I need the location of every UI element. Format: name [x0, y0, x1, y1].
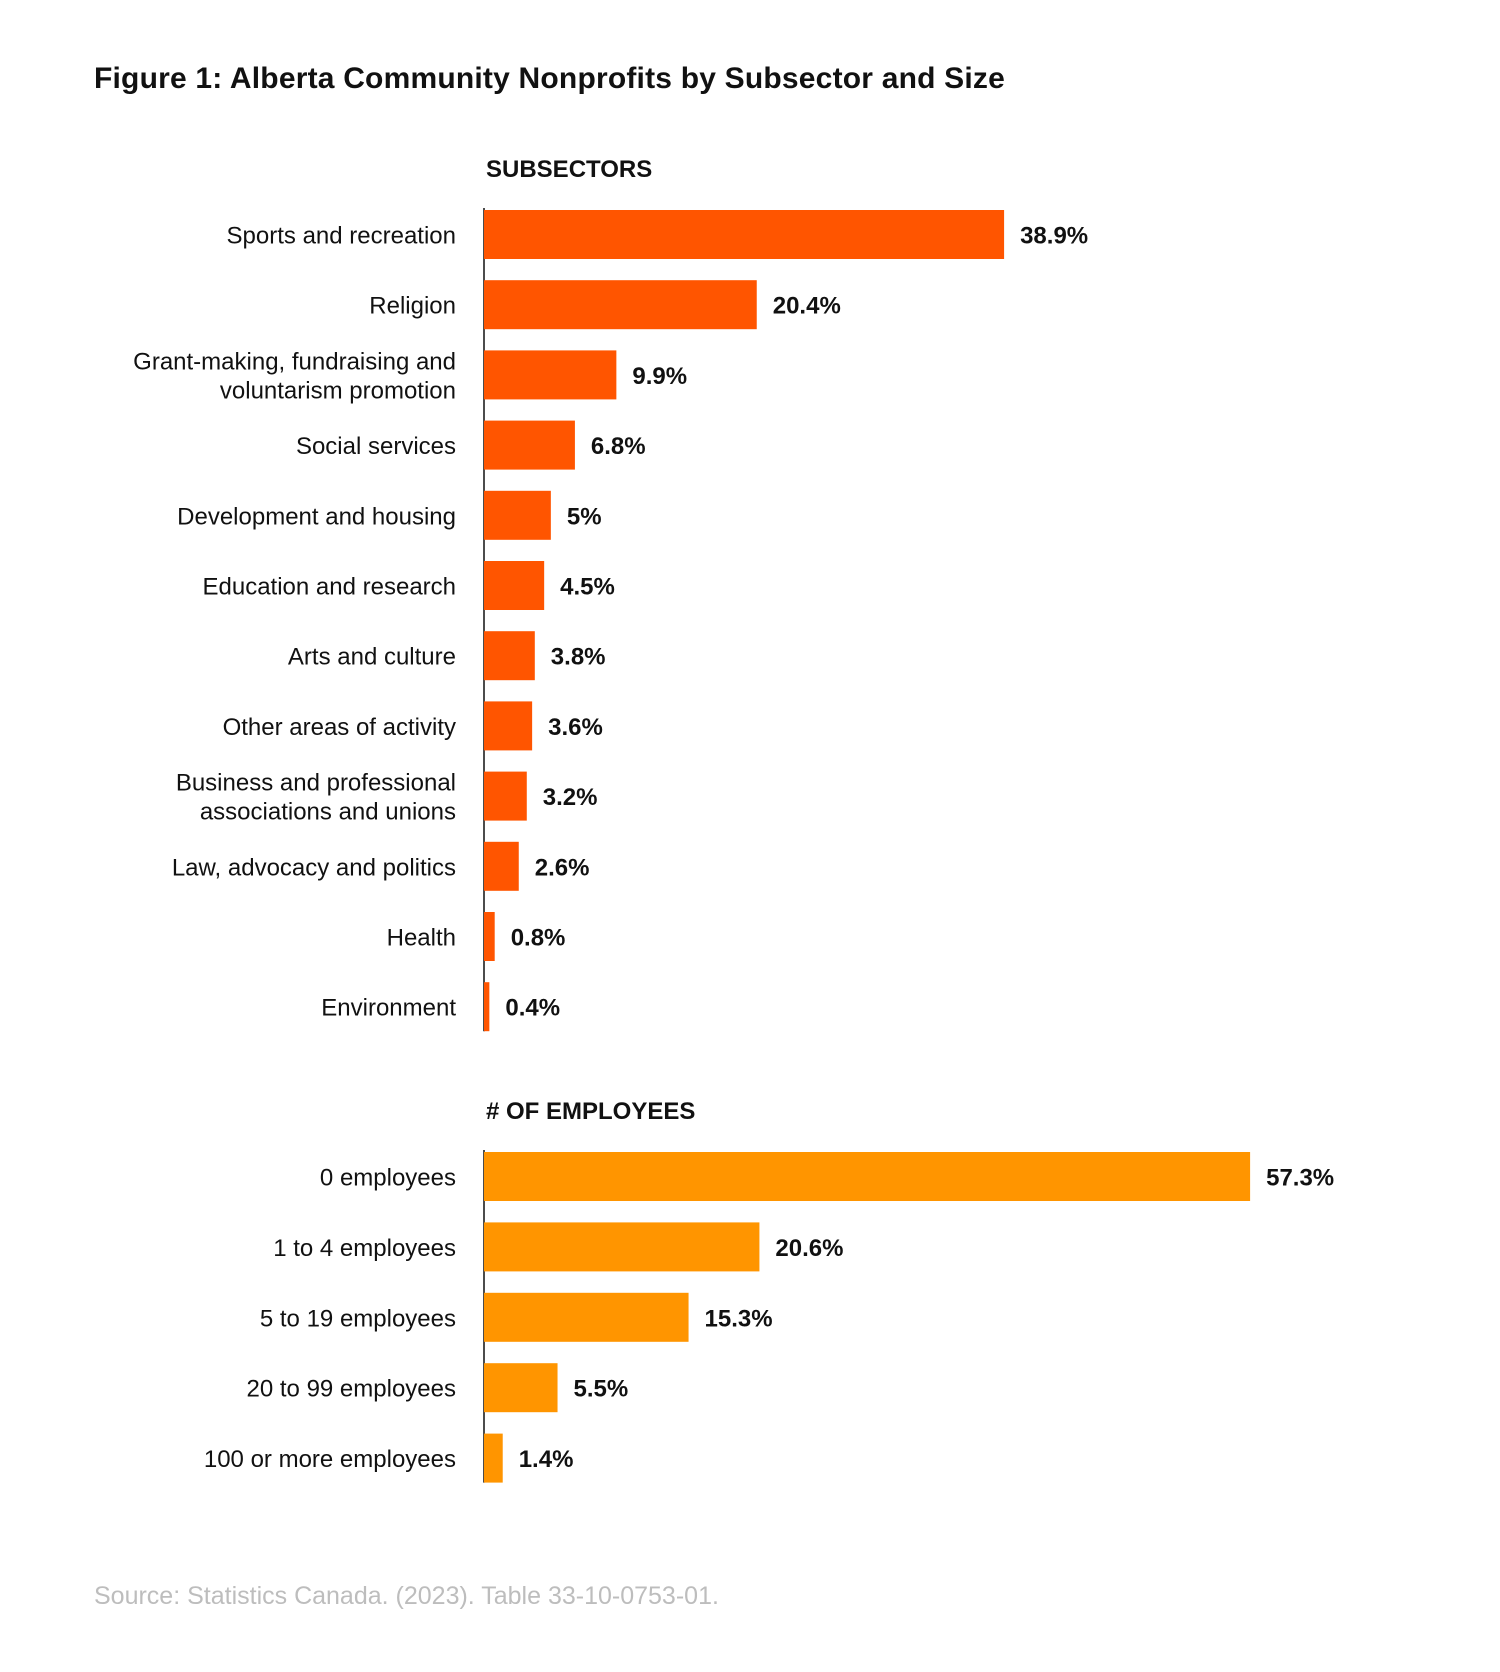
category-label: associations and unions — [200, 799, 456, 826]
category-label: 0 employees — [320, 1165, 456, 1192]
source-note: Source: Statistics Canada. (2023). Table… — [94, 1582, 719, 1610]
bar — [484, 631, 535, 681]
category-label: Religion — [369, 293, 456, 320]
chart-title: Figure 1: Alberta Community Nonprofits b… — [94, 62, 1005, 95]
value-label: 0.4% — [505, 995, 560, 1022]
category-label: 20 to 99 employees — [247, 1376, 456, 1403]
category-label: Social services — [296, 433, 456, 460]
bar — [484, 210, 1005, 259]
category-label: Education and research — [203, 574, 457, 601]
category-label: Health — [387, 925, 456, 952]
value-label: 38.9% — [1020, 223, 1088, 250]
category-label: Development and housing — [177, 503, 456, 530]
bar — [484, 420, 575, 470]
category-label: 1 to 4 employees — [273, 1235, 456, 1262]
value-label: 2.6% — [535, 854, 590, 881]
value-label: 1.4% — [519, 1446, 574, 1473]
bar — [484, 1152, 1251, 1201]
value-label: 6.8% — [591, 433, 646, 460]
bar — [484, 280, 757, 330]
category-label: Arts and culture — [288, 644, 456, 671]
value-label: 4.5% — [560, 574, 615, 601]
value-label: 20.4% — [773, 293, 841, 320]
value-label: 57.3% — [1266, 1165, 1334, 1192]
value-label: 3.8% — [551, 644, 606, 671]
category-label: Sports and recreation — [227, 223, 456, 250]
value-label: 5% — [567, 503, 602, 530]
bar — [484, 912, 495, 961]
category-label: Other areas of activity — [223, 714, 456, 741]
bar — [484, 1292, 689, 1342]
bar — [484, 490, 551, 540]
bar — [484, 982, 490, 1032]
bar — [484, 701, 533, 751]
category-label: voluntarism promotion — [220, 377, 456, 404]
value-label: 9.9% — [632, 363, 687, 390]
category-label: Grant-making, fundraising and — [133, 348, 456, 375]
section-title: SUBSECTORS — [486, 156, 652, 183]
value-label: 3.6% — [548, 714, 603, 741]
value-label: 5.5% — [574, 1376, 629, 1403]
bar — [484, 1363, 558, 1413]
category-label: Law, advocacy and politics — [172, 854, 456, 881]
bar — [484, 771, 527, 821]
category-label: Environment — [321, 995, 456, 1022]
section-title: # OF EMPLOYEES — [486, 1098, 695, 1125]
bar — [484, 561, 545, 610]
category-label: 100 or more employees — [204, 1446, 456, 1473]
category-label: 5 to 19 employees — [260, 1305, 456, 1332]
value-label: 3.2% — [543, 784, 598, 811]
bar — [484, 1222, 760, 1272]
value-label: 15.3% — [705, 1305, 773, 1332]
bar — [484, 1433, 503, 1483]
value-label: 20.6% — [775, 1235, 843, 1262]
category-label: Business and professional — [176, 770, 456, 797]
bar — [484, 350, 617, 400]
bar — [484, 841, 519, 891]
value-label: 0.8% — [511, 925, 566, 952]
